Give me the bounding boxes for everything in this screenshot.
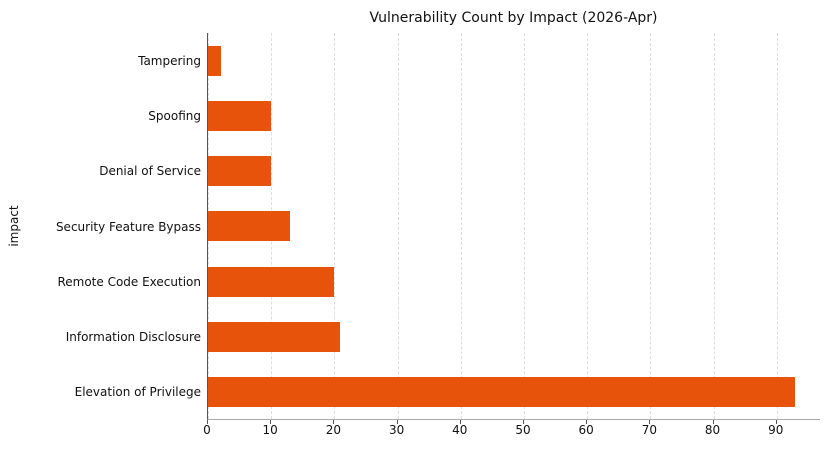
gridline	[713, 33, 715, 419]
bar-row	[208, 254, 820, 309]
x-tick-mark	[586, 420, 588, 424]
x-tick-label: 80	[704, 423, 721, 437]
bar-row	[208, 33, 820, 88]
gridline	[523, 33, 525, 419]
gridline	[587, 33, 589, 419]
category-label: Spoofing	[148, 108, 201, 123]
bar-row	[208, 365, 820, 420]
x-tick-label: 50	[515, 423, 531, 437]
x-tick-label: 20	[325, 423, 342, 437]
x-tick-mark	[333, 420, 335, 424]
x-tick-label: 10	[262, 423, 278, 437]
gridline	[650, 33, 652, 419]
x-tick-mark	[396, 420, 398, 424]
x-tick-label: 70	[641, 423, 657, 437]
category-label: Information Disclosure	[65, 330, 201, 345]
x-tick-label: 60	[578, 423, 594, 437]
x-tick-mark	[459, 420, 461, 424]
bar	[208, 45, 221, 76]
x-tick-mark	[270, 420, 272, 424]
x-tick-mark	[522, 420, 524, 424]
x-tick-label: 90	[768, 423, 784, 437]
plot-area	[207, 33, 820, 420]
x-tick-label: 30	[388, 423, 405, 437]
gridline	[776, 33, 778, 419]
bar	[208, 266, 335, 297]
bar-row	[208, 199, 820, 254]
x-tick-mark	[207, 420, 208, 424]
category-label: Tampering	[138, 53, 201, 68]
x-tick-mark	[712, 420, 714, 424]
category-label: Elevation of Privilege	[74, 385, 201, 400]
x-tick-label: 0	[203, 423, 211, 437]
bar	[208, 377, 795, 408]
category-label: Denial of Service	[99, 164, 201, 179]
category-label: Security Feature Bypass	[55, 219, 201, 234]
bar	[208, 156, 272, 187]
bar	[208, 100, 272, 131]
x-tick-label: 40	[452, 423, 468, 437]
bar	[208, 322, 341, 353]
gridline	[334, 33, 336, 419]
x-tick-mark	[649, 420, 651, 424]
bar-row	[208, 88, 820, 143]
bar-row	[208, 309, 820, 364]
y-axis-label: impact	[7, 205, 21, 247]
gridline	[460, 33, 462, 419]
bar-row	[208, 144, 820, 199]
gridline	[397, 33, 399, 419]
category-label: Remote Code Execution	[57, 274, 201, 289]
chart-title: Vulnerability Count by Impact (2026-Apr)	[369, 10, 658, 26]
bar	[208, 211, 291, 242]
x-tick-mark	[775, 420, 777, 424]
